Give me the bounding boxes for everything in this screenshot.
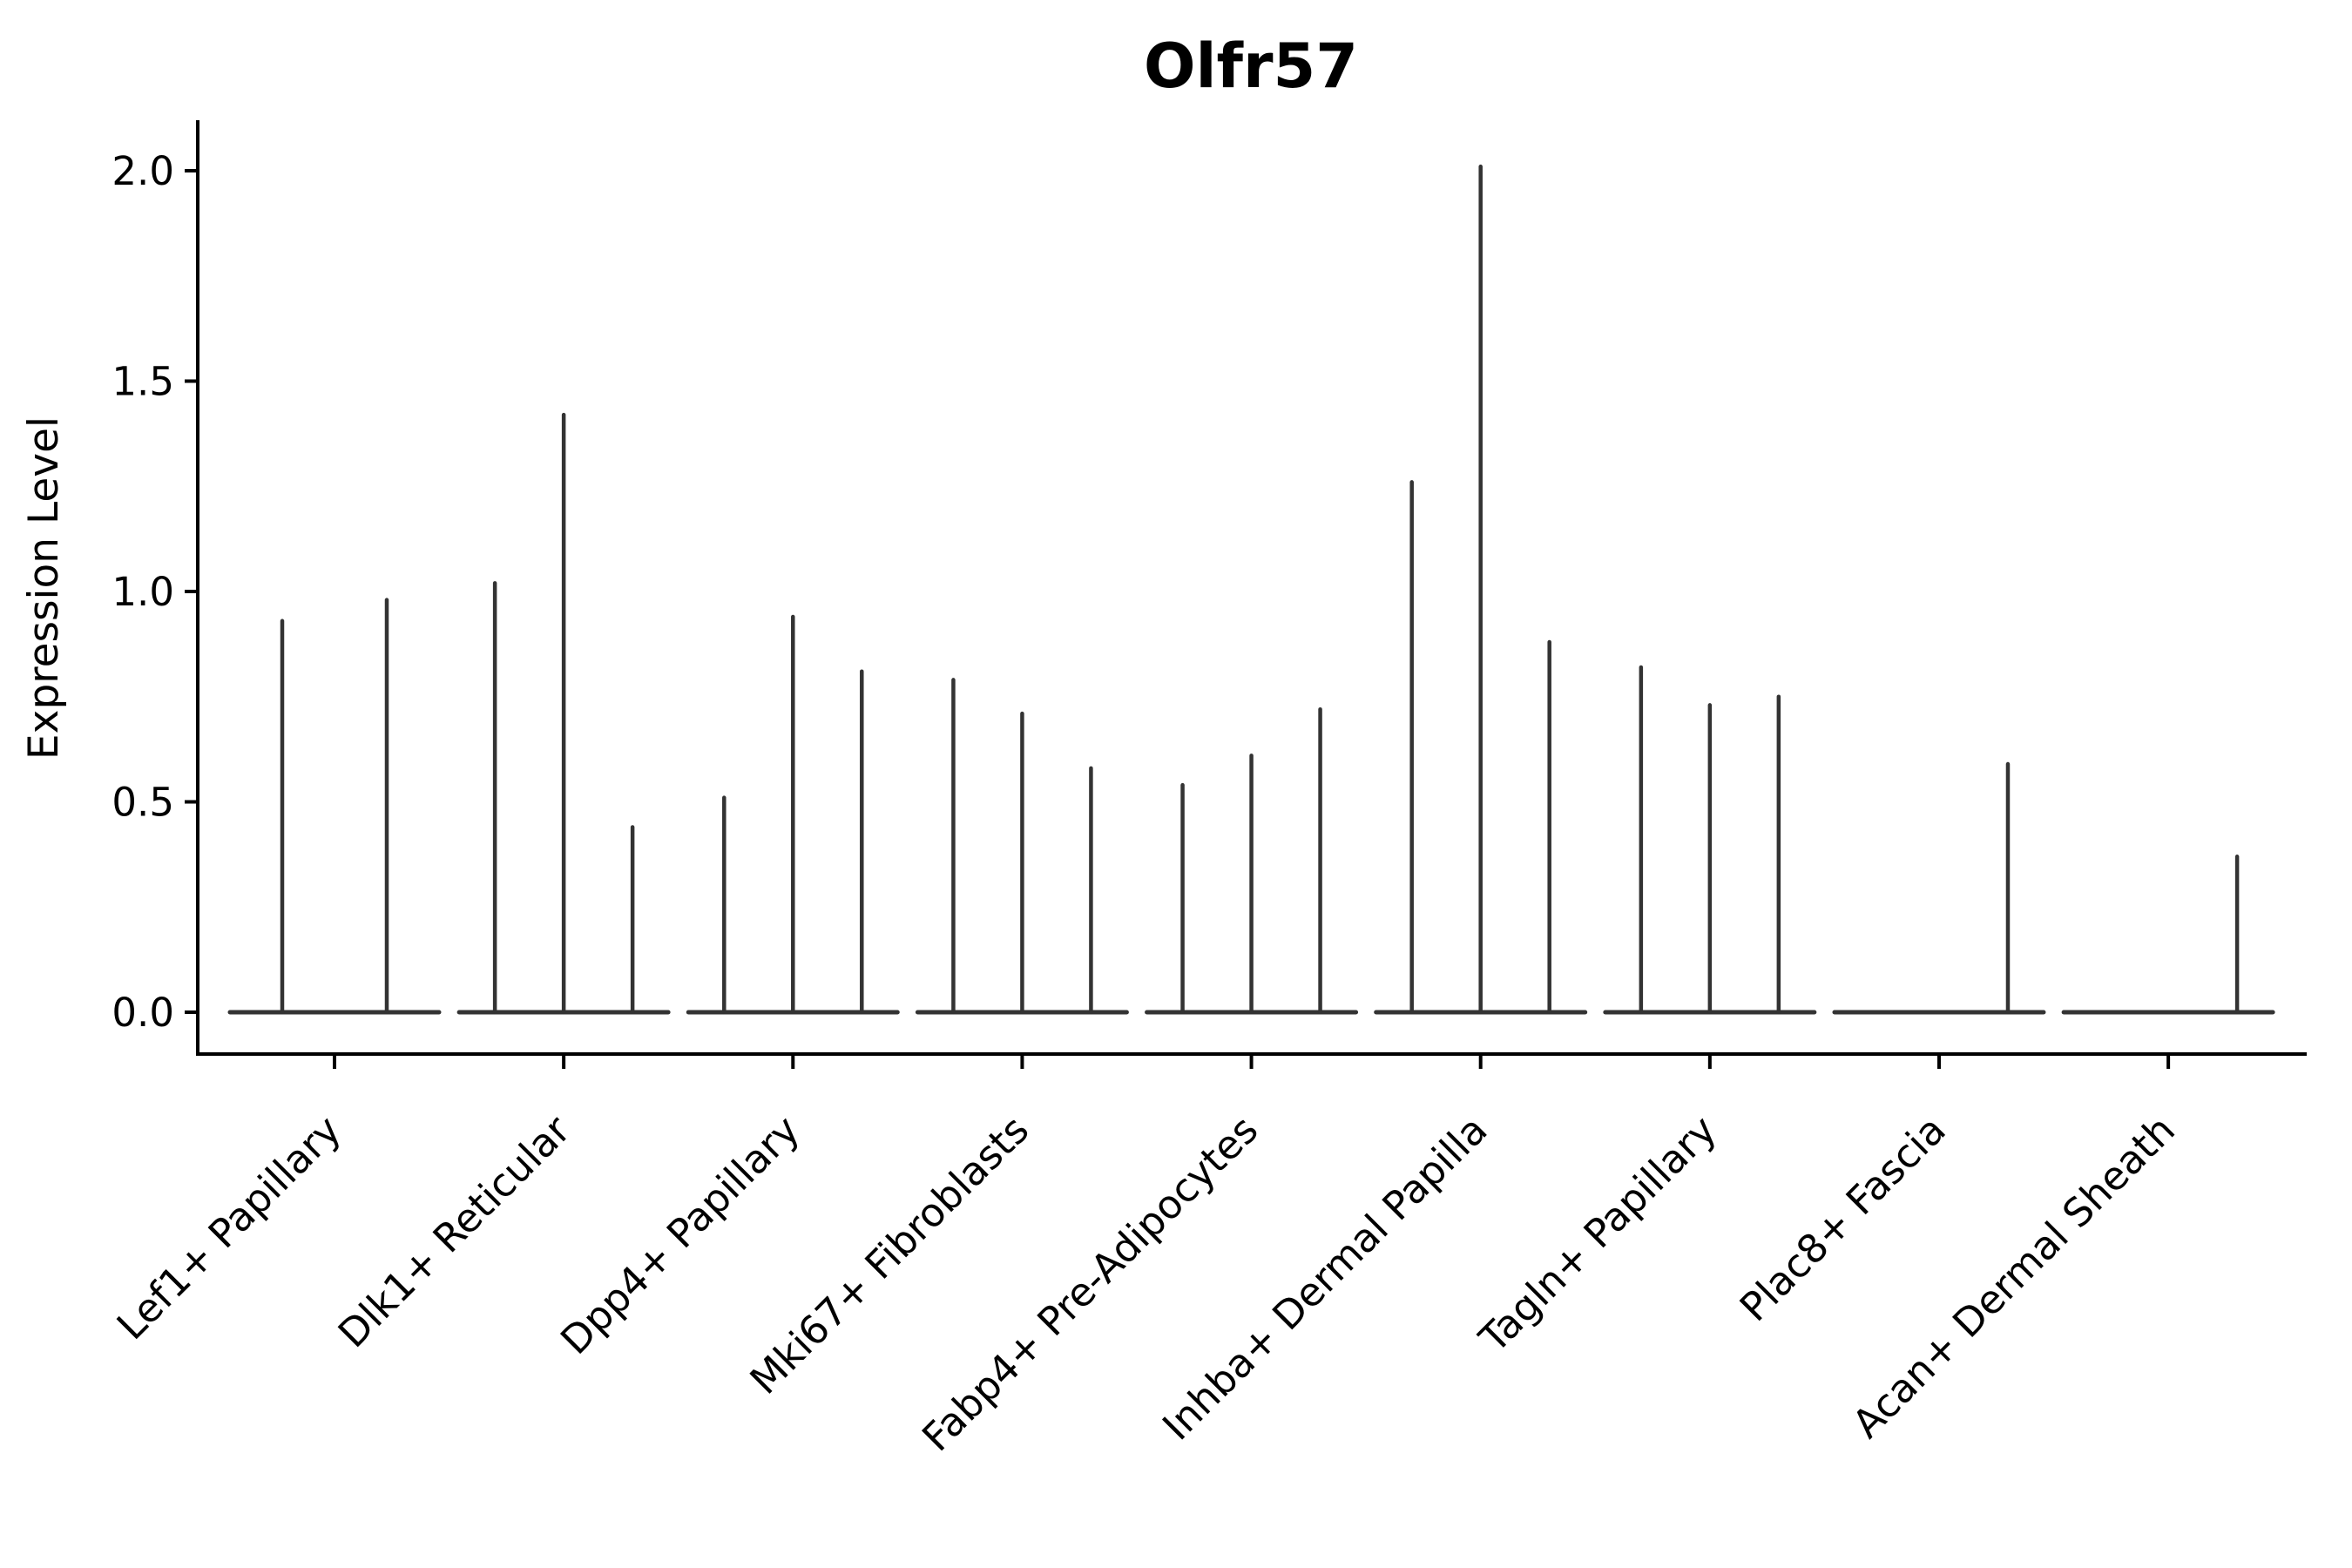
x-tick-label: Plac8+ Fascia <box>1731 1106 1955 1330</box>
y-tick-label: 2.0 <box>112 148 174 194</box>
y-tick-label: 1.0 <box>112 569 174 615</box>
y-tick-label: 1.5 <box>112 359 174 405</box>
chart-title: Olfr57 <box>1144 30 1358 102</box>
x-tick-label: Lef1+ Papillary <box>108 1106 350 1348</box>
x-tick-label: Dlk1+ Reticular <box>329 1106 579 1356</box>
x-tick-label: Tagln+ Papillary <box>1470 1106 1725 1362</box>
y-tick-label: 0.5 <box>112 780 174 826</box>
x-tick-label: Dpp4+ Papillary <box>551 1106 808 1363</box>
y-tick-label: 0.0 <box>112 990 174 1036</box>
y-axis-label: Expression Level <box>20 416 68 760</box>
